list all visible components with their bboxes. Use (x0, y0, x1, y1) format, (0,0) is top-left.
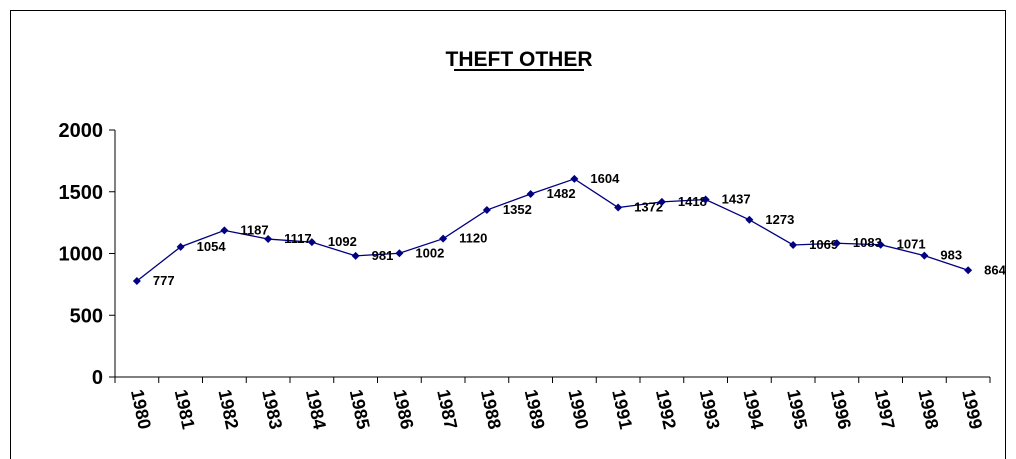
point (307, 238, 316, 247)
point (570, 174, 579, 183)
x-tick-label: 1997 (871, 388, 899, 431)
x-tick-label: 1983 (258, 388, 286, 431)
data-label: 1071 (897, 237, 926, 252)
point (395, 249, 404, 258)
point (176, 242, 185, 251)
data-label: 1083 (853, 235, 882, 250)
data-label: 981 (372, 248, 394, 263)
data-label: 983 (940, 248, 962, 263)
data-label: 1604 (590, 171, 620, 186)
x-tick-label: 1989 (521, 388, 549, 431)
x-tick-label: 1990 (564, 388, 592, 431)
point (132, 277, 141, 286)
x-tick-label: 1995 (783, 388, 811, 431)
x-tick-label: 1988 (477, 388, 505, 431)
point (745, 215, 754, 224)
data-label: 1054 (197, 239, 227, 254)
point (964, 266, 973, 275)
x-tick-label: 1991 (608, 388, 636, 431)
data-label: 1273 (765, 212, 794, 227)
point (920, 251, 929, 260)
x-tick-label: 1996 (827, 388, 855, 431)
x-tick-label: 1998 (914, 388, 942, 431)
point (220, 226, 229, 235)
y-tick-label: 1000 (59, 244, 104, 266)
x-tick-label: 1985 (346, 388, 374, 431)
data-label: 1372 (634, 200, 663, 215)
point (264, 235, 273, 244)
data-label: 1187 (240, 222, 268, 237)
point (439, 234, 448, 243)
x-tick-label: 1987 (433, 388, 461, 431)
point (701, 195, 710, 204)
data-label: 1437 (722, 192, 751, 207)
data-label: 1418 (678, 194, 707, 209)
point (832, 239, 841, 248)
data-label: 1482 (547, 186, 576, 201)
x-tick-label: 1986 (389, 388, 417, 431)
y-tick-label: 500 (70, 305, 103, 327)
data-label: 777 (153, 273, 175, 288)
point (876, 240, 885, 249)
data-label: 1092 (328, 234, 357, 249)
x-tick-label: 1992 (652, 388, 680, 431)
point (614, 203, 623, 212)
y-tick-label: 1500 (59, 182, 104, 204)
y-tick-label: 0 (92, 367, 103, 389)
frame (10, 10, 1006, 459)
data-label: 864 (984, 262, 1006, 277)
data-label: 1069 (809, 237, 838, 252)
x-tick-label: 1999 (958, 388, 986, 431)
y-tick-label: 2000 (59, 120, 104, 142)
point (351, 251, 360, 260)
data-label: 1352 (503, 202, 532, 217)
point (526, 189, 535, 198)
x-tick-label: 1981 (171, 388, 199, 431)
x-tick-label: 1993 (696, 388, 724, 431)
x-tick-label: 1994 (739, 388, 767, 431)
x-tick-label: 1982 (214, 388, 242, 431)
x-tick-label: 1980 (127, 388, 155, 431)
data-label: 1117 (284, 231, 312, 246)
chart-title: THEFT OTHER (446, 48, 593, 71)
x-tick-label: 1984 (302, 388, 330, 431)
data-label: 1002 (415, 245, 444, 260)
series-line (136, 178, 969, 282)
point (789, 240, 798, 249)
data-label: 1120 (459, 231, 487, 246)
point (482, 206, 491, 215)
point (657, 197, 666, 206)
